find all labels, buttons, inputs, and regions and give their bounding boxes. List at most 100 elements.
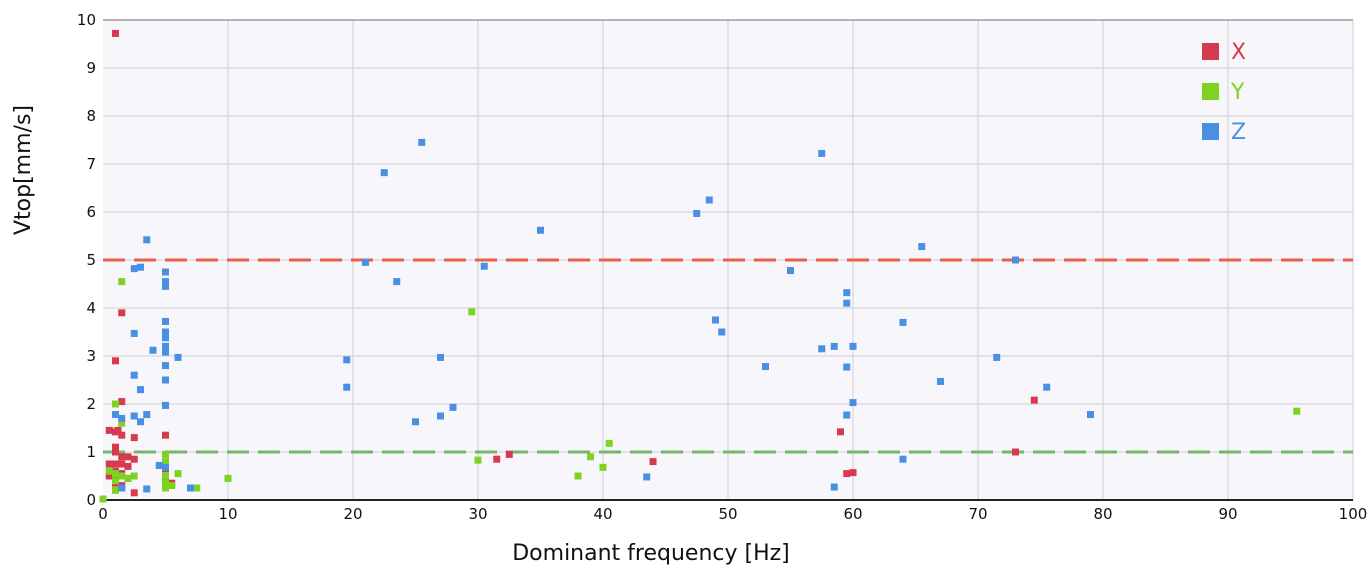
point-z bbox=[143, 485, 151, 493]
point-z bbox=[993, 353, 1001, 361]
point-x bbox=[114, 426, 122, 434]
point-x bbox=[162, 431, 169, 439]
point-z bbox=[830, 483, 838, 491]
point-x bbox=[112, 29, 119, 37]
point-z bbox=[705, 196, 713, 204]
point-z bbox=[162, 328, 169, 336]
point-x bbox=[130, 489, 138, 497]
point-y bbox=[174, 470, 182, 478]
point-x bbox=[493, 455, 501, 463]
y-tick-label: 6 bbox=[86, 203, 96, 221]
x-tick-label: 80 bbox=[1093, 505, 1112, 523]
point-x bbox=[118, 309, 126, 317]
point-z bbox=[174, 353, 182, 361]
point-x bbox=[130, 434, 138, 442]
x-tick-label: 20 bbox=[343, 505, 362, 523]
x-tick-label: 50 bbox=[718, 505, 737, 523]
x-tick-labels: 0 10 20 30 40 50 60 70 80 90 100 bbox=[98, 505, 1367, 523]
y-axis-title: Vtop[mm/s] bbox=[11, 105, 36, 235]
point-z bbox=[130, 329, 138, 337]
point-z bbox=[162, 342, 169, 350]
point-z bbox=[393, 278, 401, 286]
point-x bbox=[124, 462, 132, 470]
point-y bbox=[224, 474, 232, 482]
point-y bbox=[118, 278, 126, 286]
point-z bbox=[1087, 411, 1094, 419]
y-tick-label: 4 bbox=[86, 299, 96, 317]
y-tick-label: 9 bbox=[86, 59, 96, 77]
point-z bbox=[899, 318, 907, 326]
point-x bbox=[837, 428, 844, 436]
point-y bbox=[468, 308, 476, 316]
x-tick-label: 60 bbox=[843, 505, 862, 523]
legend-label-x: X bbox=[1231, 40, 1246, 65]
point-x bbox=[112, 443, 119, 451]
x-tick-label: 70 bbox=[968, 505, 987, 523]
y-tick-label: 8 bbox=[86, 107, 96, 125]
x-tick-label: 40 bbox=[593, 505, 612, 523]
x-tick-label: 10 bbox=[218, 505, 237, 523]
point-z bbox=[143, 236, 151, 244]
point-z bbox=[162, 317, 169, 325]
point-x bbox=[130, 455, 138, 463]
point-z bbox=[537, 226, 544, 234]
y-tick-label: 2 bbox=[86, 395, 96, 413]
legend-label-z: Z bbox=[1231, 120, 1246, 145]
point-y bbox=[118, 419, 126, 427]
point-z bbox=[130, 265, 138, 273]
point-z bbox=[118, 414, 126, 422]
point-z bbox=[362, 258, 369, 266]
point-z bbox=[643, 473, 651, 481]
point-z bbox=[787, 267, 794, 275]
y-tick-label: 0 bbox=[86, 491, 96, 509]
point-y bbox=[587, 453, 594, 461]
point-z bbox=[118, 484, 126, 492]
point-z bbox=[918, 243, 926, 251]
point-z bbox=[162, 362, 169, 370]
x-tick-label: 100 bbox=[1339, 505, 1368, 523]
point-y bbox=[168, 482, 176, 490]
x-axis-title: Dominant frequency [Hz] bbox=[512, 541, 790, 566]
point-y bbox=[118, 472, 126, 480]
point-z bbox=[1043, 383, 1051, 391]
point-z bbox=[162, 278, 169, 286]
y-tick-label: 10 bbox=[77, 11, 96, 29]
point-y bbox=[162, 458, 169, 466]
point-z bbox=[899, 455, 907, 463]
point-y bbox=[112, 477, 119, 485]
point-z bbox=[137, 418, 144, 426]
point-z bbox=[162, 334, 169, 342]
point-y bbox=[112, 486, 119, 494]
legend-label-y: Y bbox=[1230, 80, 1245, 105]
point-z bbox=[162, 463, 169, 471]
x-tick-label: 90 bbox=[1218, 505, 1237, 523]
point-z bbox=[937, 377, 944, 385]
point-z bbox=[343, 356, 351, 364]
point-y bbox=[599, 463, 607, 471]
point-z bbox=[412, 418, 419, 426]
point-x bbox=[118, 453, 126, 461]
point-x bbox=[118, 460, 126, 468]
point-y bbox=[162, 450, 169, 458]
point-z bbox=[762, 363, 769, 371]
point-y bbox=[474, 456, 482, 464]
point-x bbox=[1030, 396, 1038, 404]
point-y bbox=[105, 467, 113, 475]
point-z bbox=[843, 299, 851, 307]
point-z bbox=[137, 386, 144, 394]
point-z bbox=[849, 342, 857, 350]
threshold-lines bbox=[103, 258, 1353, 454]
y-tick-label: 5 bbox=[86, 251, 96, 269]
point-y bbox=[193, 484, 201, 492]
point-z bbox=[162, 348, 169, 356]
point-x bbox=[112, 448, 119, 456]
x-tick-label: 0 bbox=[98, 505, 108, 523]
point-x bbox=[849, 469, 857, 477]
point-z bbox=[130, 412, 138, 420]
point-z bbox=[155, 461, 163, 469]
point-y bbox=[99, 495, 107, 503]
point-y bbox=[162, 484, 169, 492]
point-x bbox=[112, 460, 119, 468]
point-z bbox=[843, 411, 851, 419]
point-y bbox=[162, 472, 169, 480]
